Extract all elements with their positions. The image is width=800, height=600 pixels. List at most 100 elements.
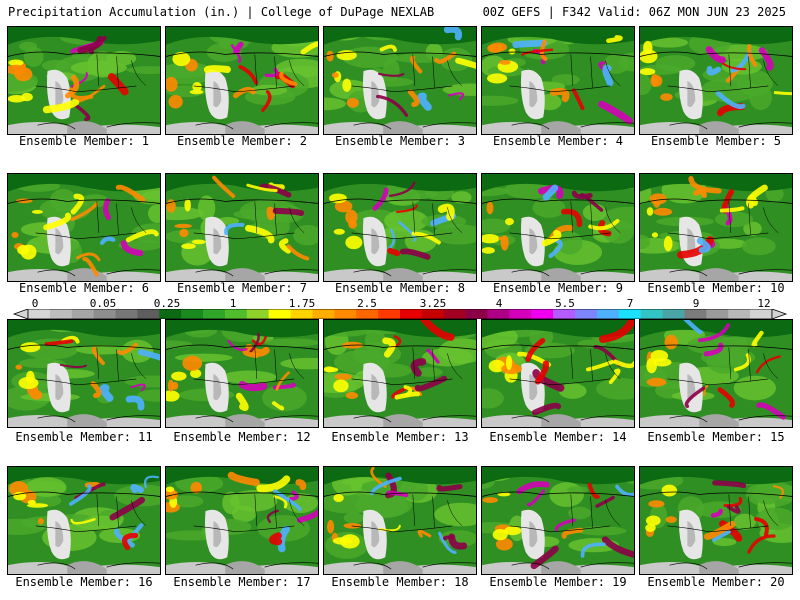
ensemble-member-label: Ensemble Member: 13 bbox=[331, 430, 469, 444]
colorbar-tick-label: 12 bbox=[757, 297, 771, 310]
colorbar-tick-label: 4 bbox=[495, 297, 503, 310]
colorbar-swatch bbox=[618, 309, 642, 319]
ensemble-map bbox=[481, 26, 635, 135]
colorbar-tick-label: 1 bbox=[229, 297, 237, 310]
ensemble-map bbox=[165, 319, 319, 428]
ensemble-map bbox=[323, 26, 477, 135]
ensemble-map bbox=[7, 26, 161, 135]
colorbar-swatch bbox=[224, 309, 248, 319]
ensemble-map bbox=[639, 26, 793, 135]
ensemble-member-label: Ensemble Member: 16 bbox=[15, 575, 153, 589]
colorbar-max-arrow bbox=[771, 309, 788, 319]
ensemble-member-label: Ensemble Member: 6 bbox=[18, 281, 150, 295]
colorbar-strip bbox=[12, 309, 788, 319]
precip-map bbox=[8, 174, 160, 281]
colorbar-swatch bbox=[290, 309, 313, 319]
ensemble-member-label: Ensemble Member: 17 bbox=[173, 575, 311, 589]
precip-map bbox=[324, 174, 476, 281]
precip-map bbox=[324, 467, 476, 574]
precip-map bbox=[640, 174, 792, 281]
ensemble-member-label: Ensemble Member: 7 bbox=[176, 281, 308, 295]
precip-map bbox=[482, 320, 634, 427]
ensemble-map bbox=[323, 319, 477, 428]
colorbar-swatch bbox=[181, 309, 204, 319]
colorbar-swatch bbox=[268, 309, 291, 319]
ensemble-map bbox=[481, 319, 635, 428]
colorbar-legend: 0 0.05 0.25 1 1.75 2.5 3.25 4 5.5 7 9 12 bbox=[0, 298, 800, 320]
colorbar-swatch bbox=[312, 309, 335, 319]
colorbar-swatch bbox=[28, 309, 51, 319]
precip-map bbox=[324, 27, 476, 134]
colorbar-swatch bbox=[421, 309, 445, 319]
colorbar-swatch bbox=[750, 309, 773, 319]
ensemble-member-label: Ensemble Member: 2 bbox=[176, 134, 308, 148]
ensemble-map bbox=[7, 466, 161, 575]
colorbar-swatch bbox=[246, 309, 270, 319]
precip-map bbox=[166, 174, 318, 281]
ensemble-map bbox=[639, 173, 793, 282]
colorbar-tick-label: 7 bbox=[626, 297, 634, 310]
ensemble-member-label: Ensemble Member: 3 bbox=[334, 134, 466, 148]
ensemble-member-label: Ensemble Member: 20 bbox=[647, 575, 785, 589]
precip-map bbox=[8, 467, 160, 574]
colorbar-swatch bbox=[93, 309, 116, 319]
precip-map bbox=[8, 27, 160, 134]
ensemble-map bbox=[7, 173, 161, 282]
run-info: 00Z GEFS | F342 Valid: 06Z MON JUN 23 20… bbox=[482, 5, 786, 19]
ensemble-member-label: Ensemble Member: 14 bbox=[489, 430, 627, 444]
ensemble-member-label: Ensemble Member: 1 bbox=[18, 134, 150, 148]
ensemble-member-label: Ensemble Member: 12 bbox=[173, 430, 311, 444]
header: Precipitation Accumulation (in.) | Colle… bbox=[0, 0, 800, 24]
colorbar-swatch bbox=[49, 309, 73, 319]
precip-map bbox=[640, 320, 792, 427]
ensemble-member-label: Ensemble Member: 10 bbox=[647, 281, 785, 295]
ensemble-map bbox=[639, 466, 793, 575]
colorbar-swatch bbox=[662, 309, 685, 319]
precip-map bbox=[482, 174, 634, 281]
precip-map bbox=[482, 467, 634, 574]
colorbar-swatch bbox=[465, 309, 488, 319]
colorbar-tick-label: 0.25 bbox=[153, 297, 181, 310]
precip-map bbox=[8, 320, 160, 427]
precip-map bbox=[166, 27, 318, 134]
colorbar-tick-label: 5.5 bbox=[555, 297, 575, 310]
colorbar-swatch bbox=[531, 309, 554, 319]
product-title: Precipitation Accumulation (in.) | Colle… bbox=[8, 5, 435, 19]
colorbar-swatch bbox=[400, 309, 423, 319]
colorbar-swatch bbox=[159, 309, 182, 319]
colorbar-tick-label: 0.05 bbox=[89, 297, 117, 310]
ensemble-map bbox=[639, 319, 793, 428]
ensemble-map bbox=[481, 466, 635, 575]
precip-map bbox=[166, 320, 318, 427]
colorbar-swatch bbox=[596, 309, 620, 319]
colorbar-tick-label: 1.75 bbox=[288, 297, 316, 310]
colorbar-swatch bbox=[334, 309, 357, 319]
precip-map bbox=[324, 320, 476, 427]
ensemble-member-label: Ensemble Member: 4 bbox=[492, 134, 624, 148]
colorbar-tick-label: 9 bbox=[692, 297, 700, 310]
ensemble-map bbox=[323, 466, 477, 575]
colorbar-tick-label: 0 bbox=[31, 297, 39, 310]
colorbar-swatch bbox=[115, 309, 138, 319]
colorbar-swatch bbox=[553, 309, 576, 319]
precip-map bbox=[482, 27, 634, 134]
ensemble-member-label: Ensemble Member: 9 bbox=[492, 281, 624, 295]
colorbar-swatch bbox=[509, 309, 532, 319]
colorbar-swatch bbox=[137, 309, 160, 319]
precip-map bbox=[166, 467, 318, 574]
colorbar-tick-label: 2.5 bbox=[357, 297, 377, 310]
ensemble-member-label: Ensemble Member: 15 bbox=[647, 430, 785, 444]
colorbar-swatch bbox=[203, 309, 226, 319]
ensemble-map bbox=[7, 319, 161, 428]
ensemble-member-label: Ensemble Member: 19 bbox=[489, 575, 627, 589]
colorbar-swatch bbox=[443, 309, 466, 319]
ensemble-member-label: Ensemble Member: 8 bbox=[334, 281, 466, 295]
colorbar-swatch bbox=[640, 309, 663, 319]
colorbar-swatch bbox=[575, 309, 598, 319]
colorbar-swatch bbox=[728, 309, 751, 319]
colorbar-swatch bbox=[706, 309, 729, 319]
colorbar-min-arrow bbox=[12, 309, 29, 319]
colorbar-swatch bbox=[378, 309, 401, 319]
ensemble-member-label: Ensemble Member: 18 bbox=[331, 575, 469, 589]
colorbar-swatch bbox=[71, 309, 94, 319]
